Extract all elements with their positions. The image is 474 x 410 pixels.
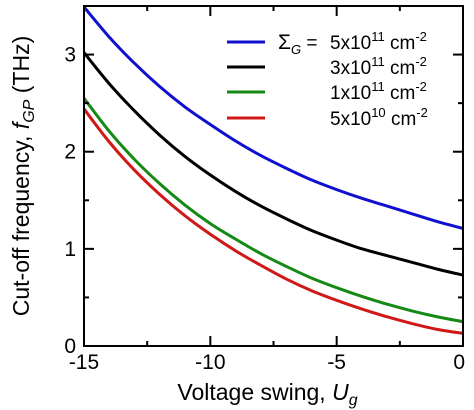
x-tick-label: 0 bbox=[453, 351, 465, 374]
y-tick-label: 1 bbox=[64, 238, 76, 261]
series-line-3 bbox=[84, 96, 463, 324]
y-axis-label: Cut-off frequency, fGP (THz) bbox=[8, 36, 38, 316]
legend-entry-1: 5x1011 cm-2 bbox=[330, 29, 427, 54]
x-tick-label: -5 bbox=[327, 351, 346, 374]
legend-entry-2: 3x1011 cm-2 bbox=[330, 54, 427, 79]
y-tick-label: 2 bbox=[64, 141, 76, 164]
legend-entry-3: 1x1011 cm-2 bbox=[330, 79, 427, 104]
series-line-4 bbox=[84, 107, 463, 335]
legend-sigma-label: ΣG = bbox=[278, 31, 317, 57]
x-axis-label: Voltage swing, Ug bbox=[177, 379, 357, 409]
axes: 0 1 2 3 -15 -10 -5 0 Voltage swing, Ug Cut-off fr… bbox=[8, 5, 465, 409]
series-lines bbox=[84, 6, 463, 335]
series-line-1 bbox=[84, 6, 463, 230]
legend-entry-4: 5x1010 cm-2 bbox=[330, 105, 428, 130]
y-tick-label: 0 bbox=[64, 335, 76, 358]
x-tick-label: -10 bbox=[195, 351, 225, 374]
x-tick-label: -15 bbox=[69, 351, 99, 374]
y-tick-label: 3 bbox=[64, 44, 76, 67]
series-line-2 bbox=[84, 51, 463, 277]
plot-area bbox=[84, 6, 463, 335]
